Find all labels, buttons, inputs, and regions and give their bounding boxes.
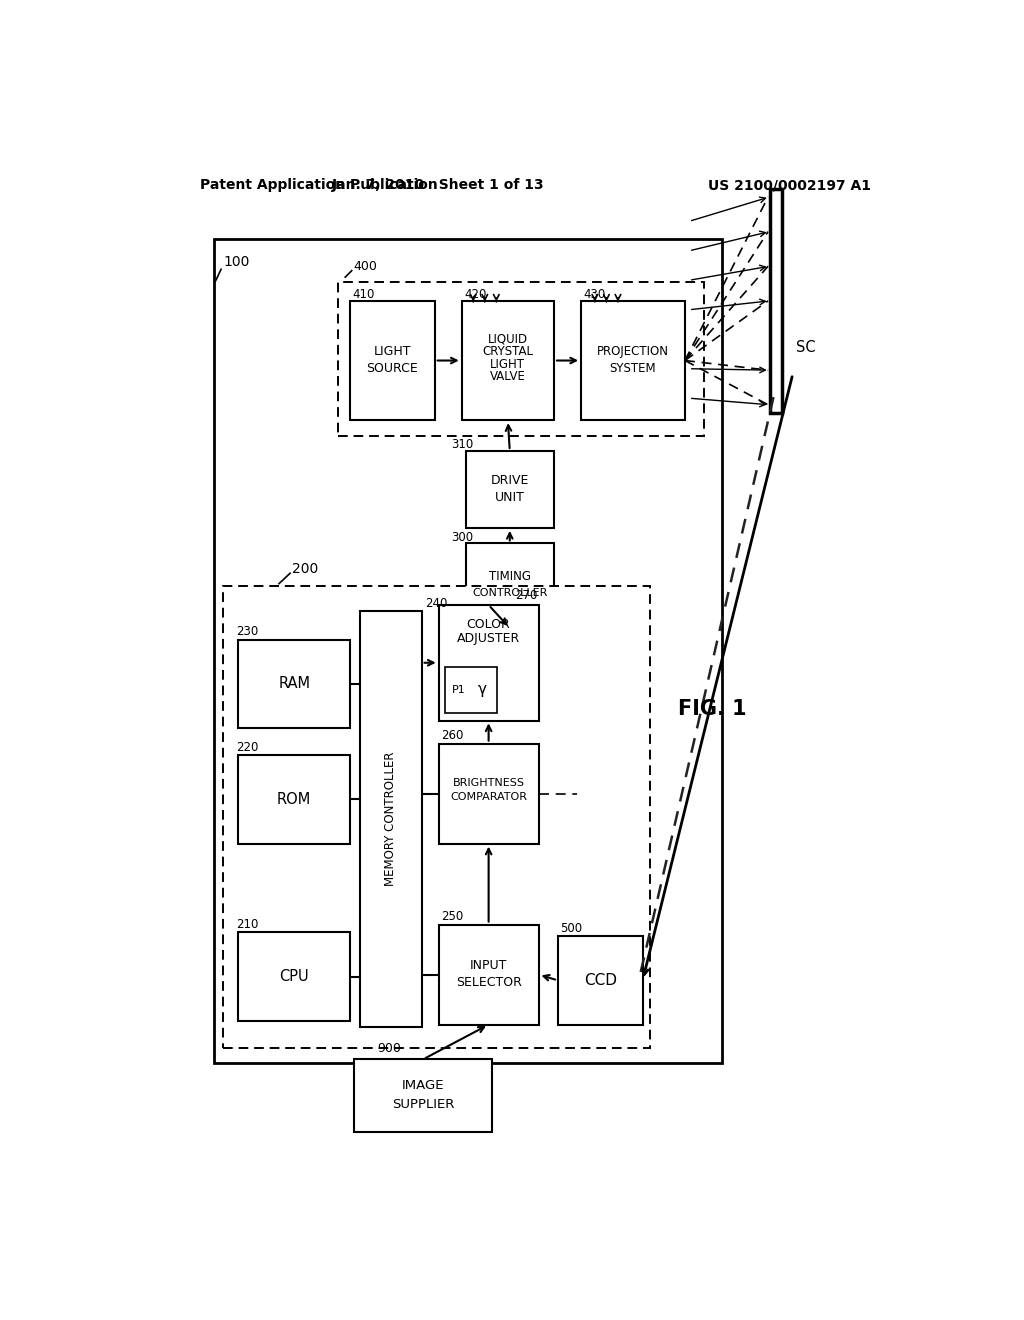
Text: 400: 400 xyxy=(354,260,378,273)
Text: ADJUSTER: ADJUSTER xyxy=(457,631,520,644)
Bar xyxy=(466,451,554,528)
Text: 900: 900 xyxy=(377,1041,400,1055)
Text: LIGHT: LIGHT xyxy=(490,358,525,371)
Bar xyxy=(223,586,650,1048)
Text: COMPARATOR: COMPARATOR xyxy=(451,792,527,801)
Bar xyxy=(239,755,350,843)
Bar xyxy=(438,605,539,721)
Text: SOURCE: SOURCE xyxy=(367,362,418,375)
Text: FIG. 1: FIG. 1 xyxy=(678,700,746,719)
Text: BRIGHTNESS: BRIGHTNESS xyxy=(453,777,524,788)
Text: P1: P1 xyxy=(452,685,466,694)
Bar xyxy=(239,640,350,729)
Text: CPU: CPU xyxy=(280,969,309,983)
Text: 240: 240 xyxy=(425,597,447,610)
Text: US 2100/0002197 A1: US 2100/0002197 A1 xyxy=(708,178,871,193)
Text: UNIT: UNIT xyxy=(495,491,524,504)
Bar xyxy=(239,932,350,1020)
Text: 200: 200 xyxy=(292,562,318,576)
Text: Patent Application Publication: Patent Application Publication xyxy=(200,178,437,193)
Text: MEMORY CONTROLLER: MEMORY CONTROLLER xyxy=(384,752,397,886)
Text: SUPPLIER: SUPPLIER xyxy=(392,1098,455,1111)
Text: DRIVE: DRIVE xyxy=(490,474,529,487)
Text: SELECTOR: SELECTOR xyxy=(456,975,521,989)
Bar xyxy=(770,189,782,412)
Text: CCD: CCD xyxy=(584,973,616,987)
Text: 260: 260 xyxy=(441,730,463,742)
Text: RAM: RAM xyxy=(279,676,310,692)
Text: 300: 300 xyxy=(452,531,474,544)
Text: 430: 430 xyxy=(584,288,605,301)
Bar xyxy=(558,936,643,1024)
Text: 420: 420 xyxy=(464,288,486,301)
Bar xyxy=(214,239,722,1063)
Text: 220: 220 xyxy=(237,741,258,754)
Text: CONTROLLER: CONTROLLER xyxy=(472,589,548,598)
Text: 230: 230 xyxy=(237,626,258,639)
Text: 100: 100 xyxy=(223,255,249,269)
Text: 500: 500 xyxy=(560,921,583,935)
Bar xyxy=(354,1059,493,1133)
Text: 310: 310 xyxy=(452,438,474,451)
Text: LIQUID: LIQUID xyxy=(487,333,528,346)
Bar xyxy=(438,743,539,843)
Text: VALVE: VALVE xyxy=(489,370,525,383)
Text: CRYSTAL: CRYSTAL xyxy=(482,345,534,358)
Text: 210: 210 xyxy=(237,917,258,931)
Text: TIMING: TIMING xyxy=(488,570,530,583)
Bar xyxy=(462,301,554,420)
Text: SC: SC xyxy=(796,339,815,355)
Bar xyxy=(466,544,554,628)
Text: ROM: ROM xyxy=(278,792,311,807)
Bar xyxy=(339,281,705,436)
Bar xyxy=(350,301,435,420)
Text: Jan. 7, 2010   Sheet 1 of 13: Jan. 7, 2010 Sheet 1 of 13 xyxy=(332,178,545,193)
Text: COLOR: COLOR xyxy=(467,618,511,631)
Text: SYSTEM: SYSTEM xyxy=(609,362,656,375)
Text: γ: γ xyxy=(478,682,487,697)
Text: PROJECTION: PROJECTION xyxy=(597,345,669,358)
Text: 250: 250 xyxy=(441,911,463,924)
Bar xyxy=(444,667,497,713)
Text: INPUT: INPUT xyxy=(470,958,507,972)
Bar xyxy=(581,301,685,420)
Text: IMAGE: IMAGE xyxy=(401,1080,444,1093)
Bar xyxy=(360,611,422,1027)
Text: 410: 410 xyxy=(352,288,375,301)
Bar xyxy=(438,924,539,1024)
Text: 270: 270 xyxy=(515,589,538,602)
Text: LIGHT: LIGHT xyxy=(374,345,411,358)
